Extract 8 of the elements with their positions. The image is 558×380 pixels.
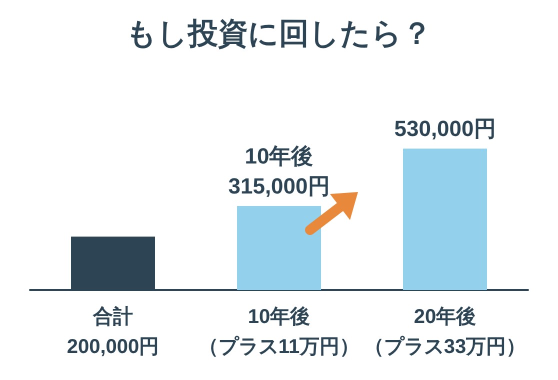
x-tick-label: 10年後 <box>248 306 310 328</box>
text: （プラス11万円） <box>198 335 360 358</box>
data-label: 530,000円 <box>394 116 496 142</box>
text: （プラス33万円） <box>364 335 526 358</box>
x-tick-label: 20年後 <box>414 306 476 328</box>
x-tick-label: 合計 200,000円 <box>66 305 160 358</box>
data-label: 10年後 315,000円 <box>228 144 330 198</box>
chart-title: もし投資に回したら？ <box>126 18 432 50</box>
